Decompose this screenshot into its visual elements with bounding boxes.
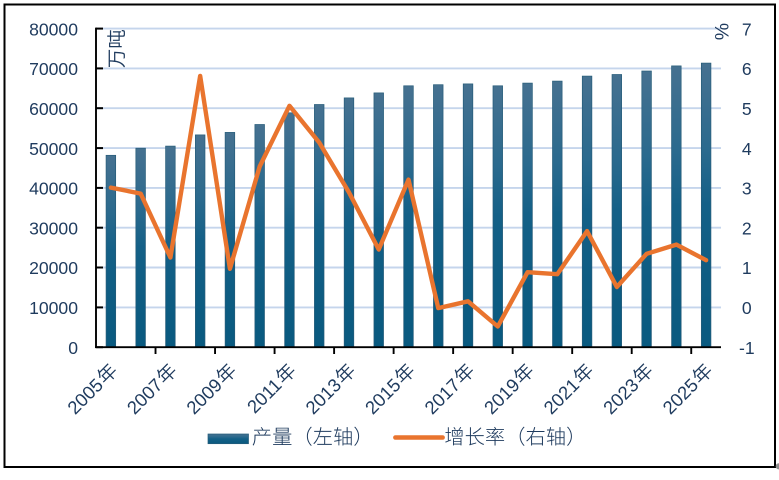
svg-text:6: 6 <box>742 59 752 79</box>
svg-text:2: 2 <box>742 218 752 238</box>
svg-text:5: 5 <box>742 99 752 119</box>
svg-text:0: 0 <box>742 298 752 318</box>
svg-text:70000: 70000 <box>29 59 78 79</box>
svg-text:80000: 80000 <box>29 19 78 39</box>
svg-text:60000: 60000 <box>29 99 78 119</box>
svg-text:50000: 50000 <box>29 139 78 159</box>
svg-text:4: 4 <box>742 139 752 159</box>
svg-text:0: 0 <box>68 338 78 358</box>
svg-text:20000: 20000 <box>29 258 78 278</box>
svg-text:30000: 30000 <box>29 218 78 238</box>
svg-text:10000: 10000 <box>29 298 78 318</box>
svg-text:40000: 40000 <box>29 179 78 199</box>
svg-text:3: 3 <box>742 179 752 199</box>
svg-text:7: 7 <box>742 19 752 39</box>
svg-text:1: 1 <box>742 258 752 278</box>
svg-text:%: % <box>711 23 733 40</box>
svg-text:-1: -1 <box>739 338 755 358</box>
